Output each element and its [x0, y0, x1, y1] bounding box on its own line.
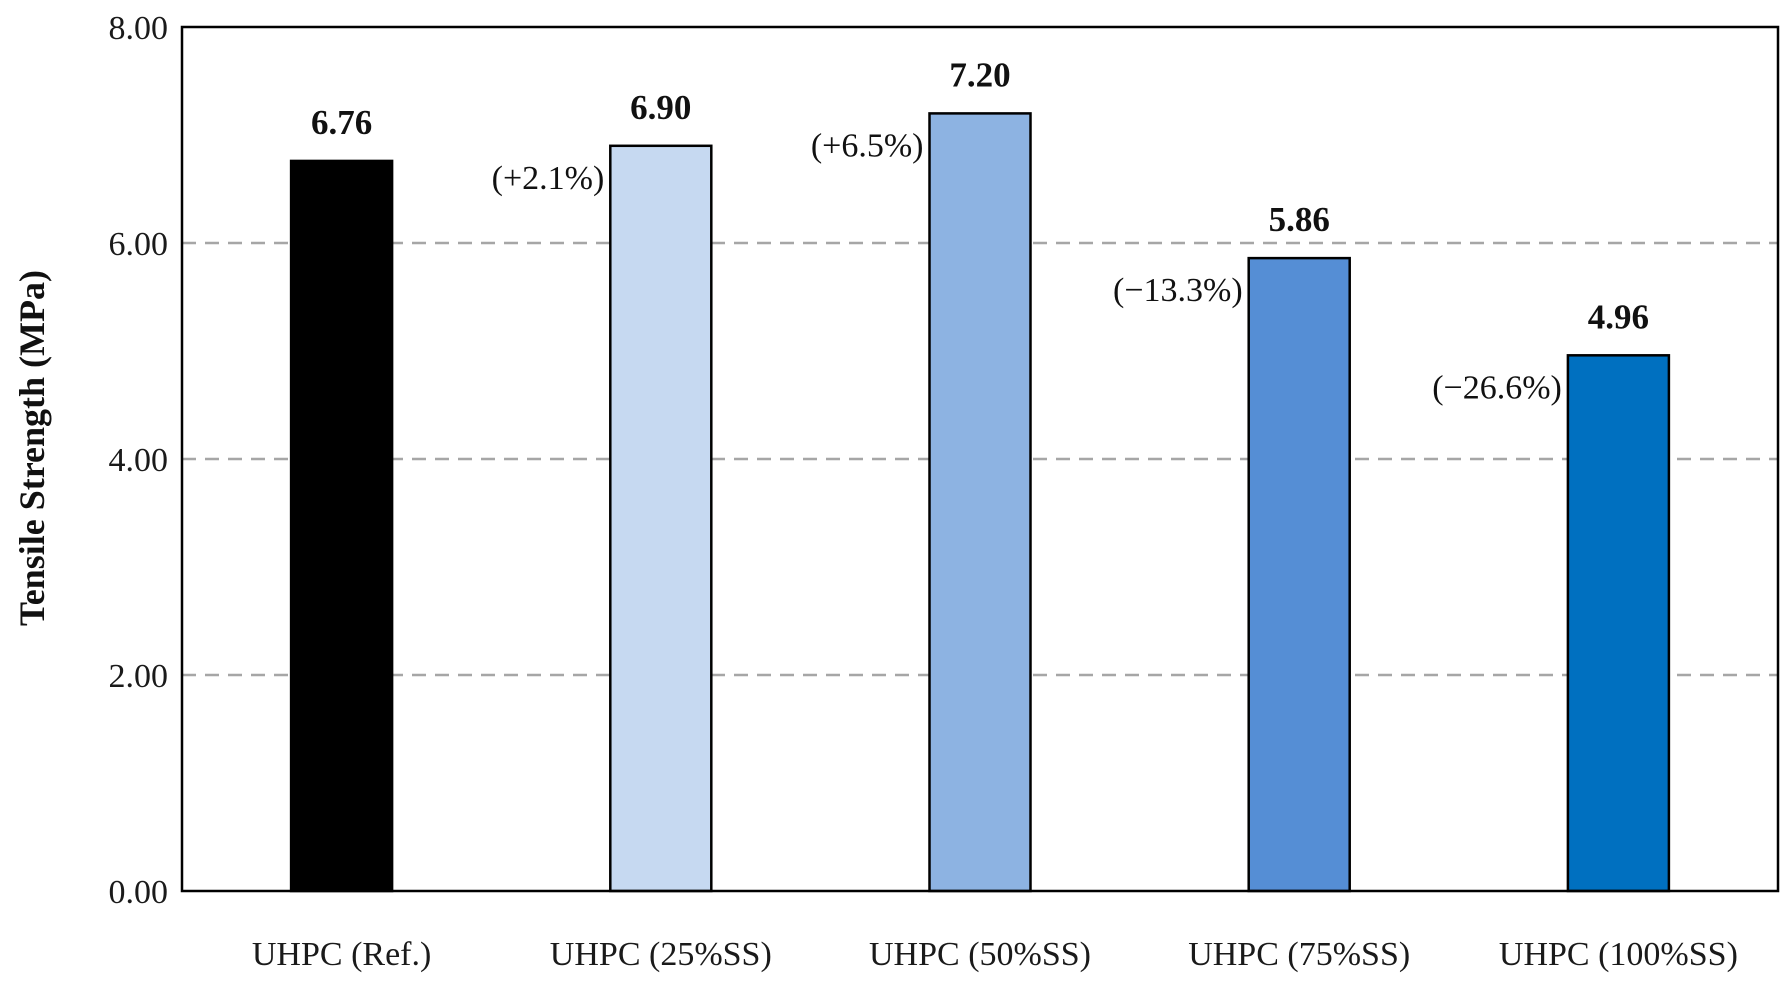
- percent-change-label: (−26.6%): [1432, 369, 1562, 406]
- bars: [289, 112, 1671, 893]
- percent-change-label: (+6.5%): [811, 127, 924, 164]
- bar-value-label: 6.76: [311, 103, 372, 142]
- percent-change-label: (+2.1%): [492, 160, 605, 197]
- bar-value-label: 5.86: [1269, 200, 1330, 239]
- bar: [1566, 354, 1671, 893]
- y-tick-label: 6.00: [109, 226, 169, 263]
- bar: [289, 159, 394, 893]
- bar: [1247, 256, 1351, 893]
- bar-value-label: 7.20: [949, 55, 1010, 94]
- labels: 0.00 2.00 4.00 6.00 8.00 6.76 UHPC (Ref.) 6.90 (…: [109, 10, 1738, 973]
- y-tick-label: 4.00: [109, 442, 169, 479]
- bar-value-label: 4.96: [1588, 297, 1649, 336]
- y-tick-label: 0.00: [109, 874, 169, 911]
- x-category-label: UHPC (25%SS): [550, 936, 772, 973]
- plot-frame: [180, 25, 1780, 893]
- y-tick-label: 8.00: [109, 10, 169, 47]
- gridlines: [182, 241, 1778, 677]
- bar: [928, 112, 1032, 893]
- y-tick-label: 2.00: [109, 658, 169, 695]
- x-category-label: UHPC (Ref.): [252, 936, 431, 973]
- x-category-label: UHPC (50%SS): [869, 936, 1091, 973]
- bar-value-label: 6.90: [630, 88, 691, 127]
- plot-border: [180, 25, 1780, 893]
- percent-change-label: (−13.3%): [1113, 272, 1243, 309]
- x-category-label: UHPC (75%SS): [1188, 936, 1410, 973]
- y-axis-title: Tensile Strength (MPa): [12, 270, 52, 626]
- bar: [609, 144, 713, 893]
- x-category-label: UHPC (100%SS): [1499, 936, 1738, 973]
